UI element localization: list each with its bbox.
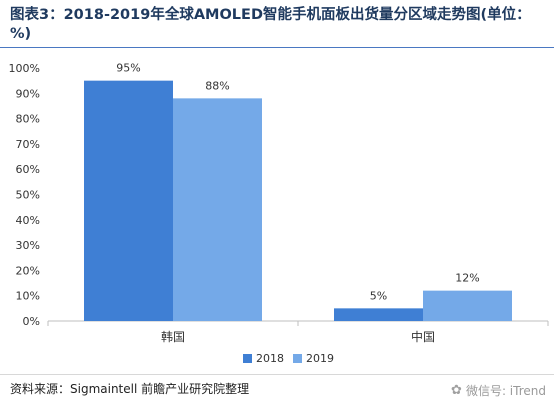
bar-2018-0 — [84, 80, 173, 322]
y-tick-label: 50% — [16, 189, 40, 202]
footer-divider — [0, 374, 554, 375]
x-category-label: 中国 — [411, 329, 435, 344]
bar-2018-1 — [334, 308, 423, 321]
legend-swatch — [293, 354, 302, 363]
y-tick-label: 0% — [23, 315, 40, 328]
y-tick-label: 100% — [9, 62, 40, 75]
chart-title: 图表3：2018-2019年全球AMOLED智能手机面板出货量分区域走势图(单位… — [10, 7, 531, 42]
wechat-icon: ✿ — [451, 383, 462, 398]
y-tick-label: 40% — [16, 214, 40, 227]
y-tick-label: 10% — [16, 290, 40, 303]
bar-2019-0 — [173, 98, 262, 321]
title-underline — [0, 47, 554, 48]
y-tick-label: 60% — [16, 163, 40, 176]
legend-swatch — [243, 354, 252, 363]
x-category-label: 韩国 — [161, 329, 185, 344]
legend-label: 2019 — [306, 352, 334, 365]
y-tick-label: 90% — [16, 87, 40, 100]
legend-label: 2018 — [256, 352, 284, 365]
data-label: 5% — [370, 289, 387, 302]
y-tick-label: 30% — [16, 239, 40, 252]
bar-2019-1 — [423, 290, 512, 321]
source-note: 资料来源：Sigmaintell 前瞻产业研究院整理 — [10, 382, 250, 396]
y-tick-label: 80% — [16, 113, 40, 126]
wechat-watermark: ✿ 微信号: iTrend — [451, 382, 546, 399]
data-label: 88% — [205, 79, 229, 92]
bar-chart: 0% 10% 20% 30% 40% 50% 60% 70% 80% 90% 100% 95% 88% 韩… — [9, 62, 549, 365]
data-label: 12% — [455, 272, 479, 285]
y-tick-label: 20% — [16, 264, 40, 277]
data-label: 95% — [116, 62, 140, 75]
watermark-text: 微信号: iTrend — [465, 384, 546, 398]
y-tick-label: 70% — [16, 138, 40, 151]
